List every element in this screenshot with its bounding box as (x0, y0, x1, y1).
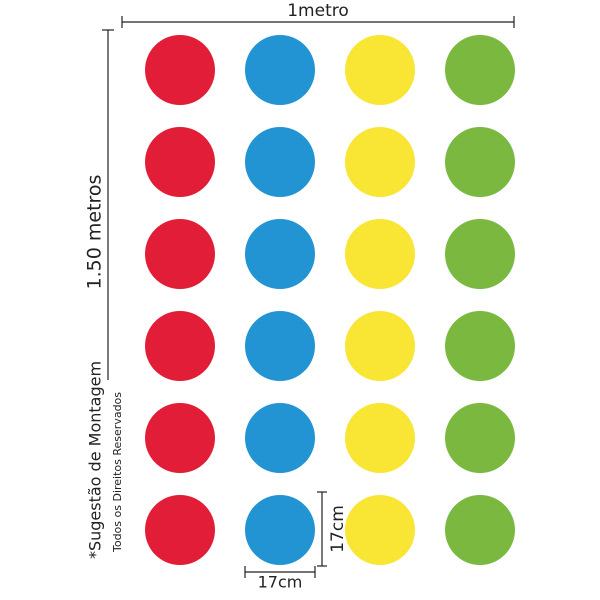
width-label: 1metro (287, 1, 349, 21)
dot (245, 219, 315, 289)
rights-note: Todos os Direitos Reservados (111, 392, 124, 553)
dot (345, 35, 415, 105)
dot (245, 127, 315, 197)
circle-width-label: 17cm (258, 573, 303, 592)
dot-grid (145, 35, 515, 565)
dot (345, 495, 415, 565)
circle-height-label: 17cm (328, 505, 348, 553)
width-dimension: 1metro (121, 1, 515, 28)
dot (145, 219, 215, 289)
dot (445, 127, 515, 197)
circle-width-dimension: 17cm (244, 566, 316, 592)
dot (145, 35, 215, 105)
dot (445, 219, 515, 289)
dot (245, 35, 315, 105)
dot (345, 219, 415, 289)
dot (245, 403, 315, 473)
height-label: 1.50 metros (84, 175, 106, 290)
dot (145, 127, 215, 197)
circle-height-dimension: 17cm (317, 491, 348, 567)
dot (345, 127, 415, 197)
dot (145, 403, 215, 473)
suggestion-note: *Sugestão de Montagem (86, 361, 105, 559)
dot (345, 311, 415, 381)
dot (145, 311, 215, 381)
dot (445, 311, 515, 381)
dot (445, 35, 515, 105)
dot (445, 495, 515, 565)
height-dimension: 1.50 metros (84, 29, 114, 380)
dot (145, 495, 215, 565)
dot (445, 403, 515, 473)
dot (345, 403, 415, 473)
dot (245, 311, 315, 381)
dot (245, 495, 315, 565)
